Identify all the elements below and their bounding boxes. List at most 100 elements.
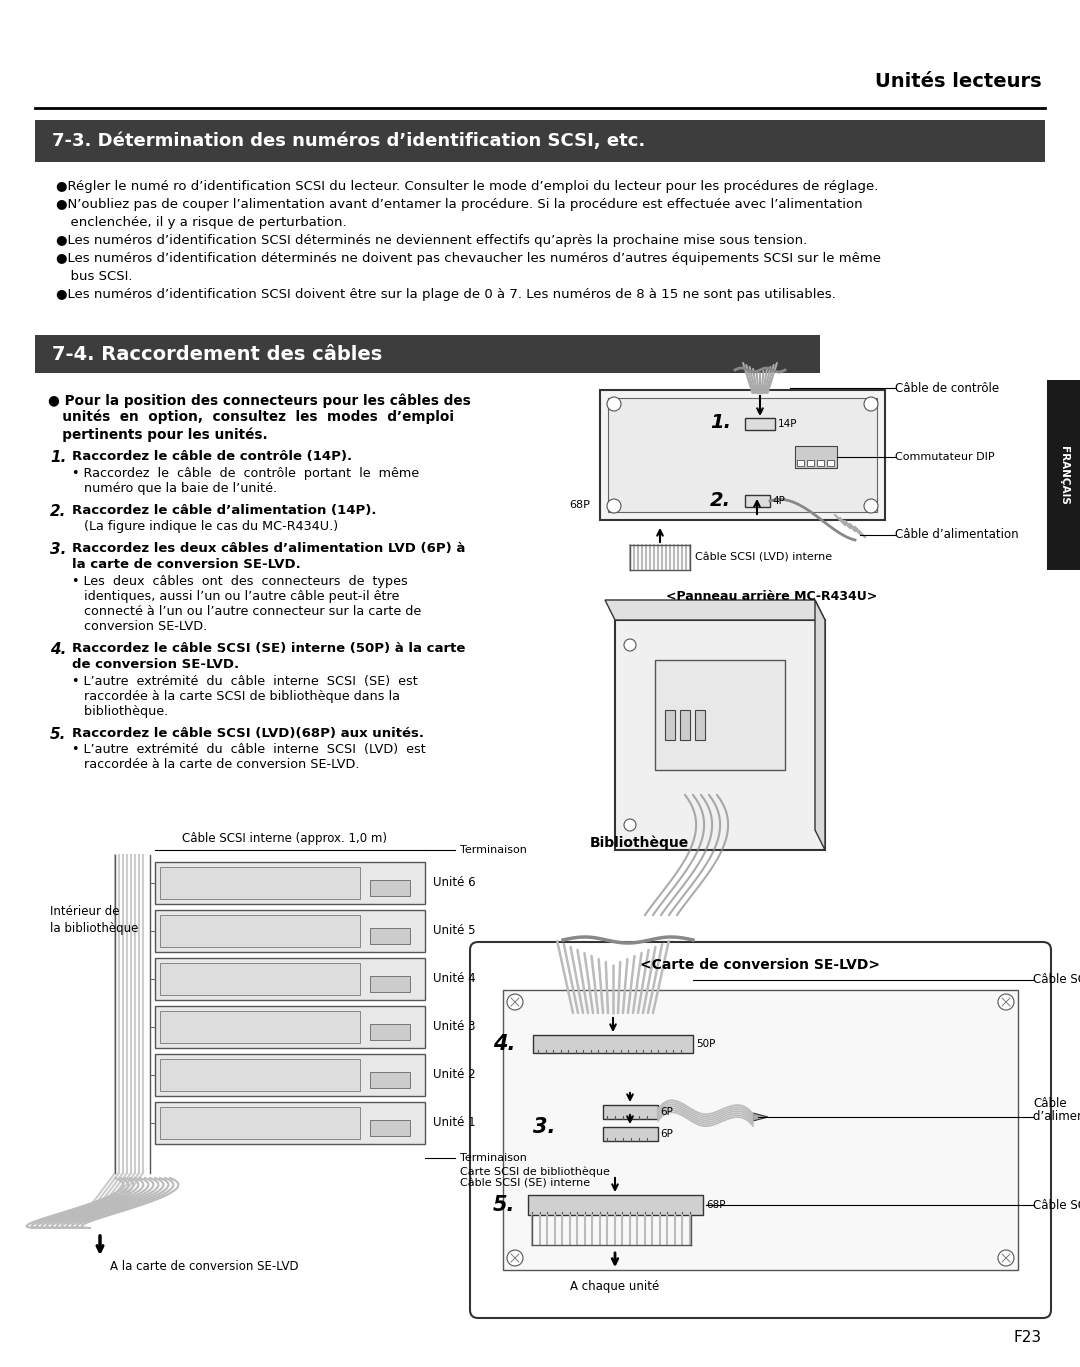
Text: 5.: 5. xyxy=(492,1195,515,1215)
Bar xyxy=(160,962,360,995)
Bar xyxy=(745,418,775,431)
Bar xyxy=(370,928,410,945)
Polygon shape xyxy=(753,1113,768,1121)
Text: A la carte de conversion SE-LVD: A la carte de conversion SE-LVD xyxy=(110,1259,299,1273)
Text: bibliothèque.: bibliothèque. xyxy=(72,705,168,718)
Bar xyxy=(370,1120,410,1136)
Text: Câble SCSI (LVD) interne: Câble SCSI (LVD) interne xyxy=(696,554,832,563)
Bar xyxy=(654,660,785,770)
Text: <Carte de conversion SE-LVD>: <Carte de conversion SE-LVD> xyxy=(640,958,880,972)
Text: • L’autre  extrémité  du  câble  interne  SCSI  (LVD)  est: • L’autre extrémité du câble interne SCS… xyxy=(72,744,426,756)
Bar xyxy=(696,709,705,740)
Text: numéro que la baie de l’unité.: numéro que la baie de l’unité. xyxy=(72,483,278,495)
Text: Câble de contrôle: Câble de contrôle xyxy=(895,381,999,395)
Text: Terminaison: Terminaison xyxy=(460,845,527,854)
Bar xyxy=(816,461,824,466)
Text: Raccordez le câble de contrôle (14P).: Raccordez le câble de contrôle (14P). xyxy=(72,450,352,463)
Text: 5.: 5. xyxy=(50,727,66,742)
Text: Bibliothèque: Bibliothèque xyxy=(590,835,689,849)
Bar xyxy=(156,1006,426,1048)
Text: Câble d’alimentation: Câble d’alimentation xyxy=(895,529,1018,541)
Text: • L’autre  extrémité  du  câble  interne  SCSI  (SE)  est: • L’autre extrémité du câble interne SCS… xyxy=(72,675,418,688)
Text: Unité 2: Unité 2 xyxy=(433,1069,475,1081)
Text: 14P: 14P xyxy=(778,420,797,429)
Text: raccordée à la carte de conversion SE-LVD.: raccordée à la carte de conversion SE-LV… xyxy=(72,757,360,771)
Text: 68P: 68P xyxy=(569,500,590,510)
Text: Câble SCSI interne (approx. 1,0 m): Câble SCSI interne (approx. 1,0 m) xyxy=(183,833,388,845)
Text: 7-3. Détermination des numéros d’identification SCSI, etc.: 7-3. Détermination des numéros d’identif… xyxy=(52,133,645,150)
Bar xyxy=(795,446,837,468)
Bar xyxy=(745,495,770,507)
Bar xyxy=(603,1105,658,1120)
Text: Terminaison: Terminaison xyxy=(460,1152,527,1163)
Text: d’alimentation LVD: d’alimentation LVD xyxy=(1032,1110,1080,1124)
Circle shape xyxy=(624,819,636,831)
Polygon shape xyxy=(605,600,825,621)
Text: conversion SE-LVD.: conversion SE-LVD. xyxy=(72,621,207,633)
Text: 4.: 4. xyxy=(492,1033,515,1054)
Bar xyxy=(615,621,825,850)
Circle shape xyxy=(607,499,621,513)
Text: Raccordez le câble SCSI (LVD)(68P) aux unités.: Raccordez le câble SCSI (LVD)(68P) aux u… xyxy=(72,727,424,740)
Bar xyxy=(827,461,834,466)
Text: 1.: 1. xyxy=(50,450,66,465)
Text: • Les  deux  câbles  ont  des  connecteurs  de  types: • Les deux câbles ont des connecteurs de… xyxy=(72,576,408,588)
Bar xyxy=(608,398,877,513)
Bar xyxy=(160,1012,360,1043)
Text: 7-4. Raccordement des câbles: 7-4. Raccordement des câbles xyxy=(52,344,382,364)
Text: de conversion SE-LVD.: de conversion SE-LVD. xyxy=(72,658,239,671)
Bar xyxy=(160,1107,360,1139)
Text: Raccordez les deux câbles d’alimentation LVD (6P) à: Raccordez les deux câbles d’alimentation… xyxy=(72,541,465,555)
Text: Carte SCSI de bibliothèque: Carte SCSI de bibliothèque xyxy=(460,1167,610,1177)
Text: ● Pour la position des connecteurs pour les câbles des: ● Pour la position des connecteurs pour … xyxy=(48,392,471,407)
Bar xyxy=(503,990,1018,1270)
Text: Commutateur DIP: Commutateur DIP xyxy=(895,452,995,462)
Text: la carte de conversion SE-LVD.: la carte de conversion SE-LVD. xyxy=(72,558,300,571)
Circle shape xyxy=(864,396,878,411)
Bar xyxy=(160,1059,360,1091)
Bar xyxy=(156,1102,426,1144)
Bar xyxy=(35,335,820,373)
Bar xyxy=(156,863,426,904)
Polygon shape xyxy=(815,600,825,850)
Text: 6P: 6P xyxy=(660,1129,673,1139)
Bar xyxy=(603,1126,658,1141)
Text: FRANÇAIS: FRANÇAIS xyxy=(1058,446,1068,504)
Text: A chaque unité: A chaque unité xyxy=(570,1280,660,1293)
Bar xyxy=(797,461,804,466)
Text: (La figure indique le cas du MC-R434U.): (La figure indique le cas du MC-R434U.) xyxy=(72,519,338,533)
Bar xyxy=(35,120,1045,163)
Text: • Raccordez  le  câble  de  contrôle  portant  le  même: • Raccordez le câble de contrôle portant… xyxy=(72,468,419,480)
Text: Raccordez le câble d’alimentation (14P).: Raccordez le câble d’alimentation (14P). xyxy=(72,504,377,517)
Text: 1.: 1. xyxy=(710,413,731,432)
Text: Unité 1: Unité 1 xyxy=(433,1117,475,1129)
Text: 2.: 2. xyxy=(710,491,731,510)
FancyBboxPatch shape xyxy=(470,942,1051,1318)
Text: unités  en  option,  consultez  les  modes  d’emploi: unités en option, consultez les modes d’… xyxy=(48,410,454,425)
Text: 6P: 6P xyxy=(660,1107,673,1117)
Circle shape xyxy=(864,499,878,513)
Bar xyxy=(156,1054,426,1096)
Bar xyxy=(370,880,410,895)
Text: <Panneau arrière MC-R434U>: <Panneau arrière MC-R434U> xyxy=(666,591,878,603)
Circle shape xyxy=(607,396,621,411)
Text: Intérieur de
la bibliothèque: Intérieur de la bibliothèque xyxy=(50,905,138,935)
Text: 4.: 4. xyxy=(50,642,66,658)
Text: Unité 6: Unité 6 xyxy=(433,876,475,890)
Text: enclеnchée, il y a risque de perturbation.: enclеnchée, il y a risque de perturbatio… xyxy=(62,216,347,230)
Text: Unité 4: Unité 4 xyxy=(433,972,475,986)
Text: ●N’oubliez pas de couper l’alimentation avant d’entamer la procédure. Si la proc: ●N’oubliez pas de couper l’alimentation … xyxy=(56,198,863,211)
Text: Raccordez le câble SCSI (SE) interne (50P) à la carte: Raccordez le câble SCSI (SE) interne (50… xyxy=(72,642,465,655)
Text: ●Les numéros d’identification déterminés ne doivent pas chevaucher les numéros d: ●Les numéros d’identification déterminés… xyxy=(56,252,881,265)
Text: Câble: Câble xyxy=(1032,1096,1067,1110)
Bar xyxy=(156,910,426,951)
Text: F23: F23 xyxy=(1014,1330,1042,1345)
Text: Câble SCSI (SE) interne: Câble SCSI (SE) interne xyxy=(460,1178,590,1189)
Text: raccordée à la carte SCSI de bibliothèque dans la: raccordée à la carte SCSI de bibliothèqu… xyxy=(72,690,400,703)
Text: bus SCSI.: bus SCSI. xyxy=(62,271,133,283)
Bar xyxy=(665,709,675,740)
Text: Unité 5: Unité 5 xyxy=(433,924,475,938)
Text: ●Les numéros d’identification SCSI déterminés ne deviennent effectifs qu’après l: ●Les numéros d’identification SCSI déter… xyxy=(56,234,807,247)
Bar xyxy=(528,1195,703,1215)
Bar xyxy=(807,461,814,466)
